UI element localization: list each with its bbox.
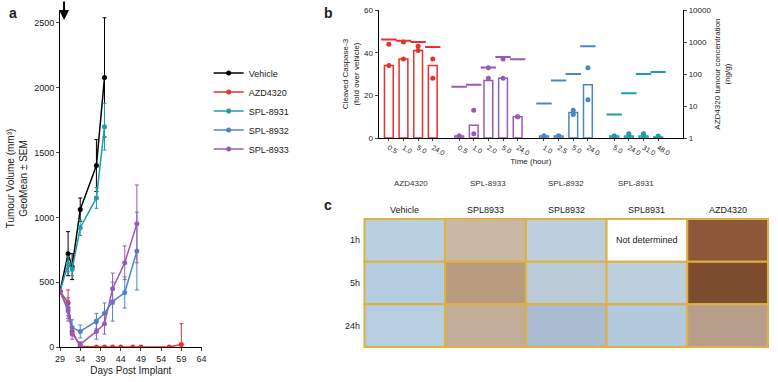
svg-text:5h: 5h (350, 278, 360, 288)
svg-text:Not determined: Not determined (616, 235, 678, 245)
svg-text:24.0: 24.0 (515, 144, 530, 157)
svg-text:1: 1 (689, 134, 694, 143)
svg-text:49: 49 (136, 354, 146, 364)
svg-text:1000: 1000 (689, 38, 707, 47)
svg-text:SPL8932: SPL8932 (548, 205, 585, 215)
svg-text:2500: 2500 (34, 18, 54, 28)
svg-text:AZD4320 tumour concentration(n: AZD4320 tumour concentration(ng/g) (713, 18, 732, 129)
svg-text:SPL-8931: SPL-8931 (618, 179, 654, 188)
svg-text:1500: 1500 (34, 148, 54, 158)
svg-text:AZD4320: AZD4320 (249, 88, 287, 98)
svg-text:Days Post Implant: Days Post Implant (90, 365, 171, 376)
svg-text:SPL-8933: SPL-8933 (470, 179, 506, 188)
svg-text:0.5: 0.5 (457, 144, 469, 155)
svg-text:20: 20 (364, 91, 373, 100)
svg-text:Vehicle: Vehicle (249, 69, 278, 79)
svg-text:100: 100 (689, 70, 703, 79)
svg-text:a: a (9, 5, 17, 21)
svg-text:34: 34 (75, 354, 85, 364)
svg-text:b: b (324, 5, 333, 21)
svg-text:Vehicle: Vehicle (390, 205, 419, 215)
svg-text:SPL-8931: SPL-8931 (249, 107, 289, 117)
svg-text:c: c (324, 197, 332, 213)
svg-text:59: 59 (176, 354, 186, 364)
svg-text:SPL-8932: SPL-8932 (548, 179, 584, 188)
svg-text:1h: 1h (350, 235, 360, 245)
svg-text:1.0: 1.0 (542, 144, 554, 155)
svg-text:1.0: 1.0 (471, 144, 483, 155)
svg-text:24h: 24h (345, 321, 360, 331)
svg-text:SPL8933: SPL8933 (467, 205, 504, 215)
svg-text:39: 39 (95, 354, 105, 364)
svg-text:5.0: 5.0 (501, 144, 513, 155)
svg-text:500: 500 (39, 277, 54, 287)
svg-text:2.5: 2.5 (556, 144, 568, 155)
svg-text:SPL-8933: SPL-8933 (249, 145, 289, 155)
svg-text:2.0: 2.0 (486, 144, 498, 155)
svg-text:24.0: 24.0 (627, 144, 642, 157)
svg-text:5.0: 5.0 (416, 144, 428, 155)
svg-text:Tumour Volume (mm³)GeoMean ± S: Tumour Volume (mm³)GeoMean ± SEM (5, 129, 29, 229)
svg-text:AZD4320: AZD4320 (709, 205, 747, 215)
svg-text:48.0: 48.0 (656, 144, 671, 157)
svg-text:1000: 1000 (34, 213, 54, 223)
svg-text:0: 0 (369, 134, 374, 143)
svg-text:AZD4320: AZD4320 (394, 179, 428, 188)
svg-text:SPL-8932: SPL-8932 (249, 126, 289, 136)
svg-text:10: 10 (689, 102, 698, 111)
svg-text:5.0: 5.0 (571, 144, 583, 155)
svg-text:60: 60 (364, 6, 373, 15)
svg-text:SPL8931: SPL8931 (628, 205, 665, 215)
svg-text:5.0: 5.0 (612, 144, 624, 155)
svg-text:0.5: 0.5 (387, 144, 399, 155)
svg-text:Time (hour): Time (hour) (510, 157, 551, 166)
svg-text:29: 29 (55, 354, 65, 364)
svg-text:10000: 10000 (689, 6, 712, 15)
svg-text:1.0: 1.0 (401, 144, 413, 155)
svg-text:Cleaved Caspase-3(fold over ve: Cleaved Caspase-3(fold over vehicle) (341, 38, 360, 109)
svg-text:2000: 2000 (34, 83, 54, 93)
svg-text:64: 64 (197, 354, 207, 364)
svg-text:24.0: 24.0 (586, 144, 601, 157)
svg-text:0: 0 (49, 342, 54, 352)
svg-text:40: 40 (364, 48, 373, 57)
svg-text:54: 54 (156, 354, 166, 364)
svg-text:44: 44 (116, 354, 126, 364)
svg-text:24.0: 24.0 (431, 144, 446, 157)
svg-text:31.0: 31.0 (641, 144, 656, 157)
